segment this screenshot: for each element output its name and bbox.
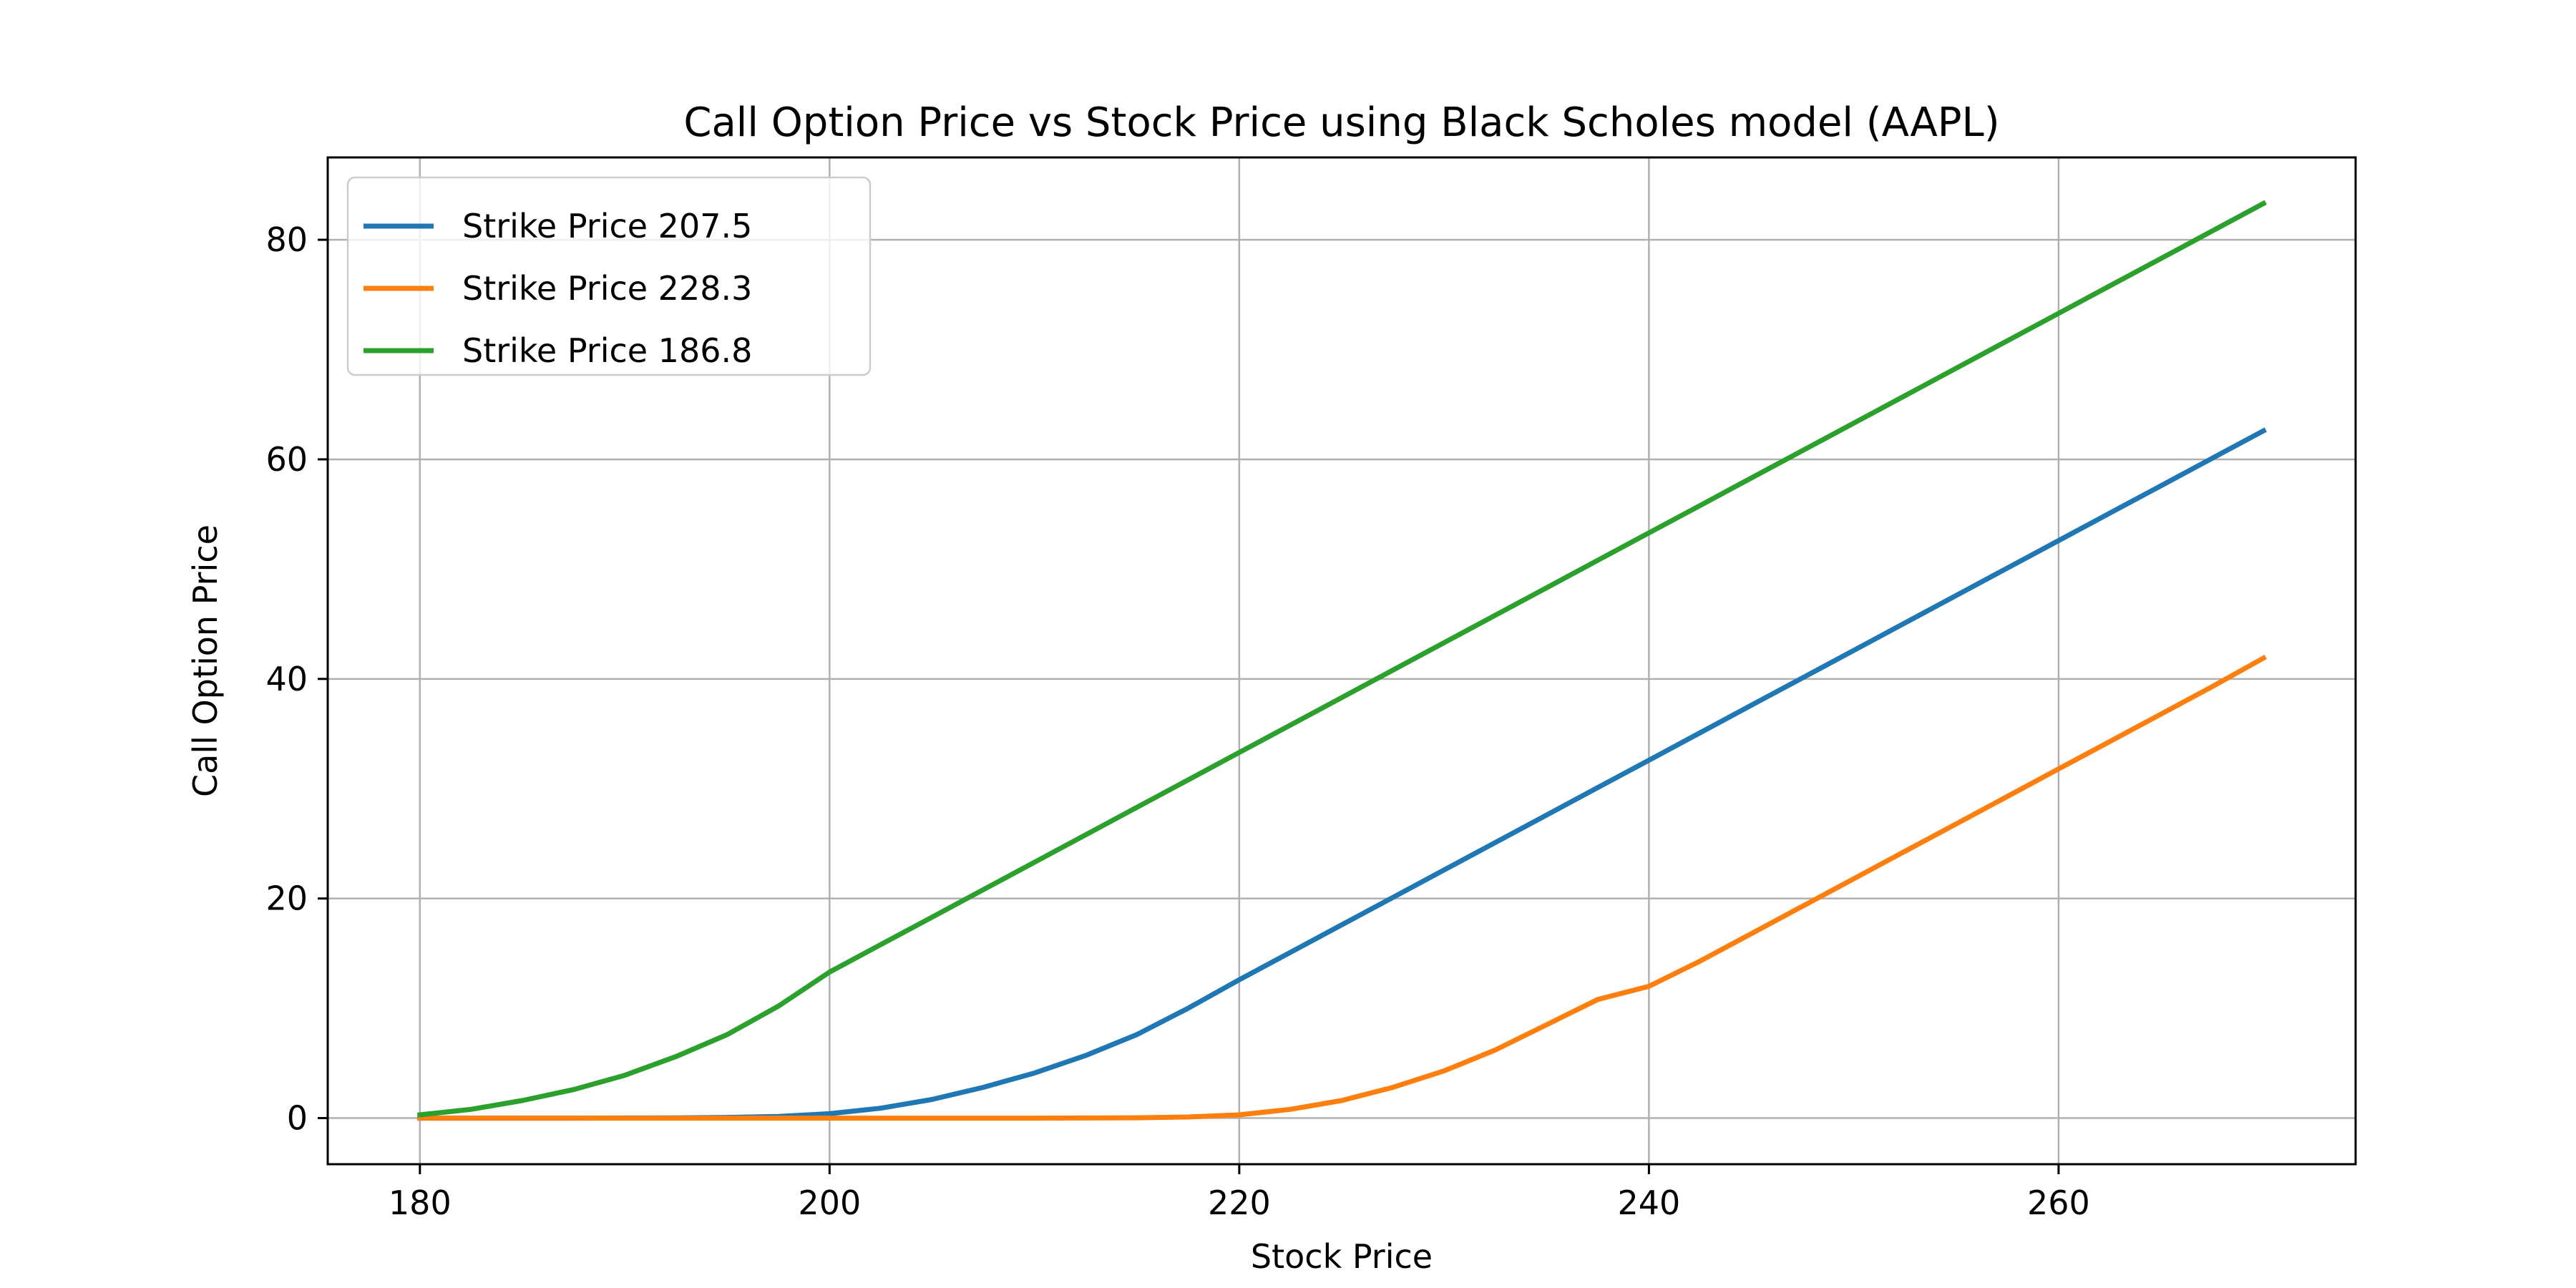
x-tick-label: 240 xyxy=(1617,1184,1680,1222)
x-tick-label: 260 xyxy=(2027,1184,2090,1222)
series-line-2 xyxy=(417,654,2267,1121)
legend-box xyxy=(346,176,872,376)
x-axis-label: Stock Price xyxy=(1251,1237,1433,1276)
y-axis-ticks: 0 20 40 60 80 xyxy=(265,220,328,1138)
y-axis-label: Call Option Price xyxy=(186,525,225,797)
x-axis-ticks: 180 200 220 240 260 xyxy=(389,1164,2090,1222)
legend: Strike Price 207.5 Strike Price 228.3 Stri… xyxy=(346,176,872,376)
series-lines xyxy=(416,200,2267,1121)
x-tick-label: 220 xyxy=(1208,1184,1271,1222)
legend-label: Strike Price 186.8 xyxy=(462,331,752,370)
y-tick-label: 60 xyxy=(265,440,308,479)
series-line-3 xyxy=(416,200,2267,1118)
x-tick-label: 200 xyxy=(798,1184,861,1222)
y-tick-label: 80 xyxy=(265,220,308,259)
x-tick-label: 180 xyxy=(389,1184,452,1222)
y-tick-label: 20 xyxy=(265,879,308,918)
legend-label: Strike Price 207.5 xyxy=(462,207,752,245)
y-tick-label: 40 xyxy=(265,660,308,698)
legend-label: Strike Price 228.3 xyxy=(462,269,752,308)
chart-title: Call Option Price vs Stock Price using B… xyxy=(683,99,1999,146)
series-line-1 xyxy=(417,427,2267,1121)
plot-frame xyxy=(326,156,2357,1166)
y-tick-label: 0 xyxy=(287,1099,308,1138)
